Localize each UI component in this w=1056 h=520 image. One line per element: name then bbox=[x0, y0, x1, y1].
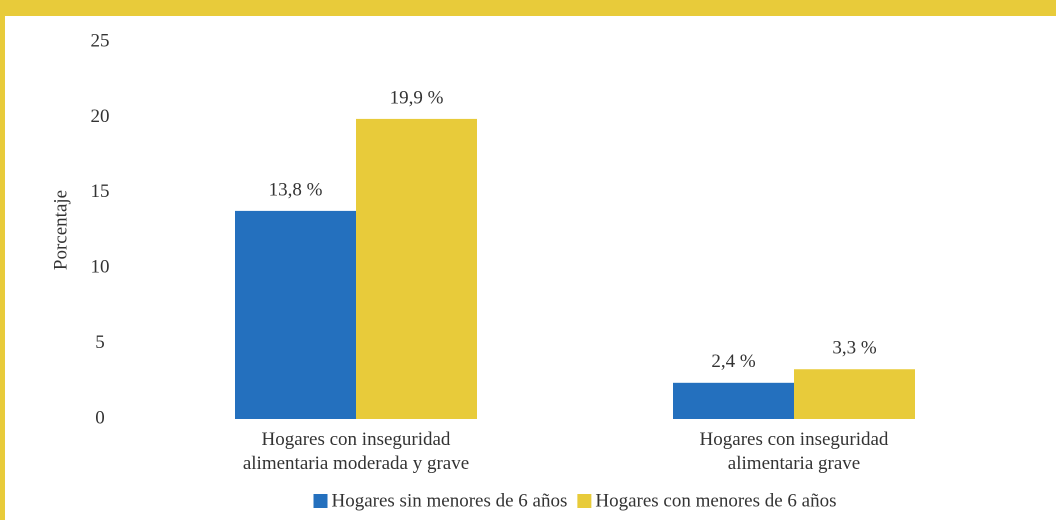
value-label: 19,9 % bbox=[390, 87, 444, 108]
x-tick-label-line: alimentaria moderada y grave bbox=[243, 453, 469, 474]
frame-top bbox=[0, 0, 1056, 16]
legend-swatch bbox=[313, 494, 328, 508]
x-tick-label-line: Hogares con inseguridad bbox=[700, 429, 889, 450]
y-tick-label: 25 bbox=[91, 30, 110, 51]
value-label: 2,4 % bbox=[711, 351, 756, 372]
x-tick-label-line: alimentaria grave bbox=[728, 453, 860, 474]
y-tick-label: 10 bbox=[91, 257, 110, 278]
y-tick-label: 15 bbox=[91, 181, 110, 202]
bar bbox=[235, 210, 356, 419]
legend-label: Hogares con menores de 6 años bbox=[595, 490, 836, 511]
y-axis-label: Porcentaje bbox=[50, 190, 71, 270]
x-tick-label-line: Hogares con inseguridad bbox=[262, 429, 451, 450]
legend-swatch bbox=[577, 494, 592, 508]
bar bbox=[356, 118, 477, 420]
frame-left bbox=[0, 0, 5, 520]
legend-label: Hogares sin menores de 6 años bbox=[332, 490, 568, 511]
y-tick-label: 5 bbox=[95, 332, 105, 353]
y-tick-label: 20 bbox=[91, 106, 110, 127]
x-tick-label: Hogares con inseguridad alimentaria grave bbox=[700, 429, 889, 474]
value-label: 3,3 % bbox=[832, 338, 877, 359]
bar bbox=[673, 382, 794, 419]
value-label: 13,8 % bbox=[269, 179, 323, 200]
bar bbox=[794, 369, 915, 419]
x-tick-label: Hogares con inseguridad alimentaria moder… bbox=[243, 429, 469, 474]
y-tick-label: 0 bbox=[95, 407, 105, 428]
